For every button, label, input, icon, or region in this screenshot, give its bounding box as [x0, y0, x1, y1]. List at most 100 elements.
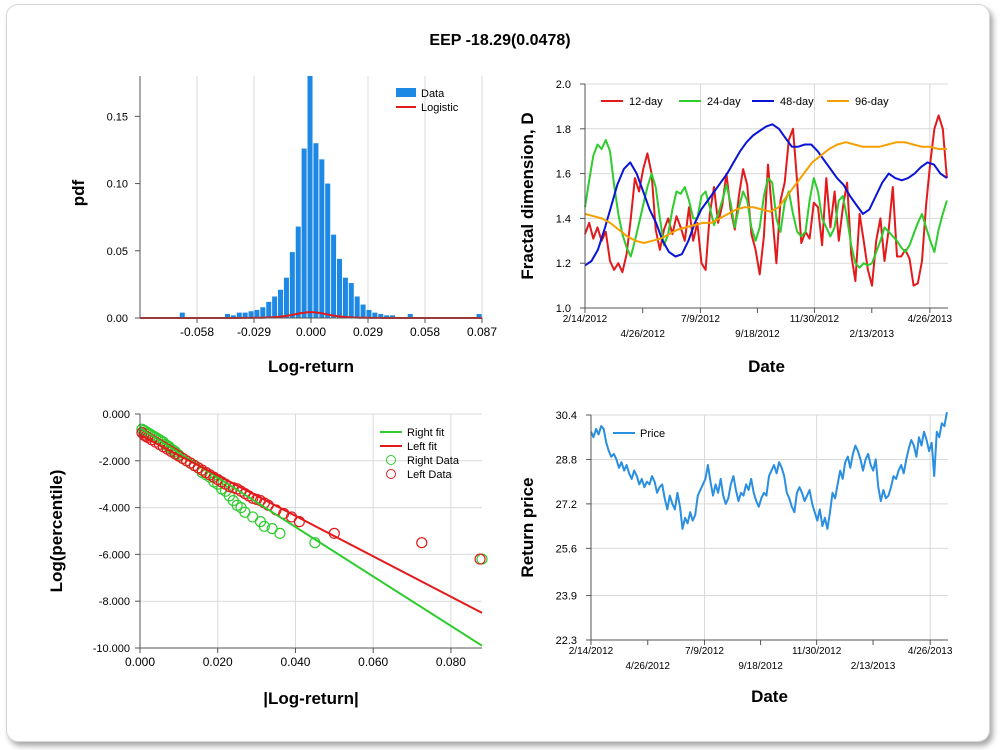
- x-axis-title: Date: [751, 687, 788, 706]
- x-tick-label: 0.087: [467, 325, 497, 339]
- y-tick-label: 1.8: [556, 124, 571, 136]
- y-tick-label: 0.10: [107, 179, 128, 191]
- histogram-bar: [266, 301, 272, 318]
- histogram-bar: [319, 159, 325, 318]
- histogram-bar: [384, 315, 390, 318]
- histogram-bar: [224, 313, 230, 318]
- x-tick-label: 0.000: [125, 655, 155, 669]
- histogram-bar: [336, 258, 343, 318]
- y-tick-label: 0.000: [102, 409, 130, 421]
- legend-label-logistic: Logistic: [421, 102, 459, 114]
- left-fit-line: [139, 434, 483, 614]
- histogram-bar: [366, 309, 372, 318]
- histogram-bar: [378, 313, 384, 318]
- legend-label: Right fit: [407, 427, 444, 439]
- series-line-48-day: [584, 123, 948, 267]
- y-tick-label: 1.0: [556, 303, 571, 315]
- x-axis-title: |Log-return|: [263, 689, 358, 708]
- right-data-point: [258, 520, 270, 532]
- y-tick-label: 1.2: [556, 258, 571, 270]
- x-tick-label: 11/30/2012: [792, 646, 842, 657]
- histogram-bar: [372, 312, 378, 318]
- y-tick-label: 0.15: [107, 111, 128, 123]
- legend-label: Right Data: [407, 455, 460, 467]
- x-tick-label: 2/13/2013: [851, 661, 896, 672]
- histogram-bar: [179, 312, 185, 318]
- y-tick-label: 23.9: [556, 591, 577, 603]
- histogram-bar: [248, 311, 254, 318]
- legend-swatch-data: [396, 88, 416, 97]
- histogram-bar: [236, 312, 242, 318]
- x-tick-label: 7/9/2012: [681, 314, 720, 325]
- legend-label: 12-day: [629, 96, 663, 108]
- legend-label: Left fit: [407, 441, 437, 453]
- x-axis-title: Date: [748, 357, 785, 376]
- histogram-bar: [301, 148, 307, 318]
- y-tick-label: 22.3: [556, 635, 577, 647]
- histogram-bar: [360, 304, 366, 318]
- histogram-bar: [407, 313, 413, 318]
- x-tick-label: 2/13/2013: [850, 329, 895, 340]
- legend-label: Left Data: [407, 469, 453, 481]
- x-tick-label: 0.000: [296, 325, 326, 339]
- x-tick-label: 0.080: [436, 655, 466, 669]
- histogram-bar: [272, 296, 278, 318]
- legend-swatch-right-data: [386, 455, 396, 465]
- figure-title: EEP -18.29(0.0478): [429, 32, 571, 49]
- y-tick-label: 1.4: [556, 213, 571, 225]
- right-data-point: [274, 527, 286, 539]
- x-tick-label: 4/26/2012: [626, 661, 671, 672]
- histogram-bar: [313, 143, 319, 318]
- x-tick-label: 9/18/2012: [735, 329, 780, 340]
- histogram-bar: [307, 76, 313, 318]
- y-tick-label: -10.000: [93, 643, 130, 655]
- histogram-bar: [254, 309, 260, 318]
- histogram-bar: [476, 313, 482, 318]
- x-tick-label: 9/18/2012: [738, 661, 783, 672]
- x-tick-label: -0.058: [180, 325, 214, 339]
- x-tick-label: 0.060: [358, 655, 388, 669]
- histogram-bar: [242, 312, 248, 318]
- x-axis-title: Log-return: [268, 357, 354, 376]
- histogram-bar: [325, 183, 331, 318]
- histogram-bar: [354, 296, 360, 318]
- x-tick-label: 0.029: [353, 325, 383, 339]
- x-tick-label: 0.040: [280, 655, 310, 669]
- y-tick-label: 28.8: [556, 454, 577, 466]
- histogram-bar: [289, 252, 295, 318]
- y-tick-label: 2.0: [556, 79, 571, 91]
- x-tick-label: 0.020: [203, 655, 233, 669]
- x-tick-label: 2/14/2012: [563, 314, 608, 325]
- series-line-price: [590, 412, 948, 530]
- histogram-bar: [390, 315, 396, 318]
- histogram-bar: [331, 234, 337, 318]
- x-tick-label: 7/9/2012: [685, 646, 724, 657]
- x-tick-label: 0.058: [410, 325, 440, 339]
- histogram-bar: [295, 226, 301, 318]
- left-data-point: [416, 537, 428, 549]
- y-tick-label: 0.00: [107, 313, 128, 325]
- y-tick-label: 0.05: [107, 246, 128, 258]
- legend-label: 96-day: [855, 96, 889, 108]
- x-tick-label: 4/26/2013: [908, 314, 953, 325]
- y-tick-label: 25.6: [556, 543, 577, 555]
- histogram-bar: [230, 315, 236, 318]
- chart-frame: [6, 4, 990, 742]
- x-tick-label: -0.029: [237, 325, 271, 339]
- x-tick-label: 4/26/2013: [908, 646, 953, 657]
- y-tick-label: -4.000: [99, 503, 130, 515]
- histogram-bar: [278, 289, 284, 318]
- y-tick-label: 27.2: [556, 499, 577, 511]
- histogram-bar: [283, 277, 289, 318]
- histogram-bar: [342, 277, 348, 318]
- x-tick-label: 11/30/2012: [790, 314, 840, 325]
- y-tick-label: 30.4: [556, 410, 577, 422]
- legend-label-price: Price: [640, 428, 665, 440]
- x-tick-label: 4/26/2012: [620, 329, 665, 340]
- y-tick-label: -6.000: [99, 549, 130, 561]
- legend-label: 24-day: [707, 96, 741, 108]
